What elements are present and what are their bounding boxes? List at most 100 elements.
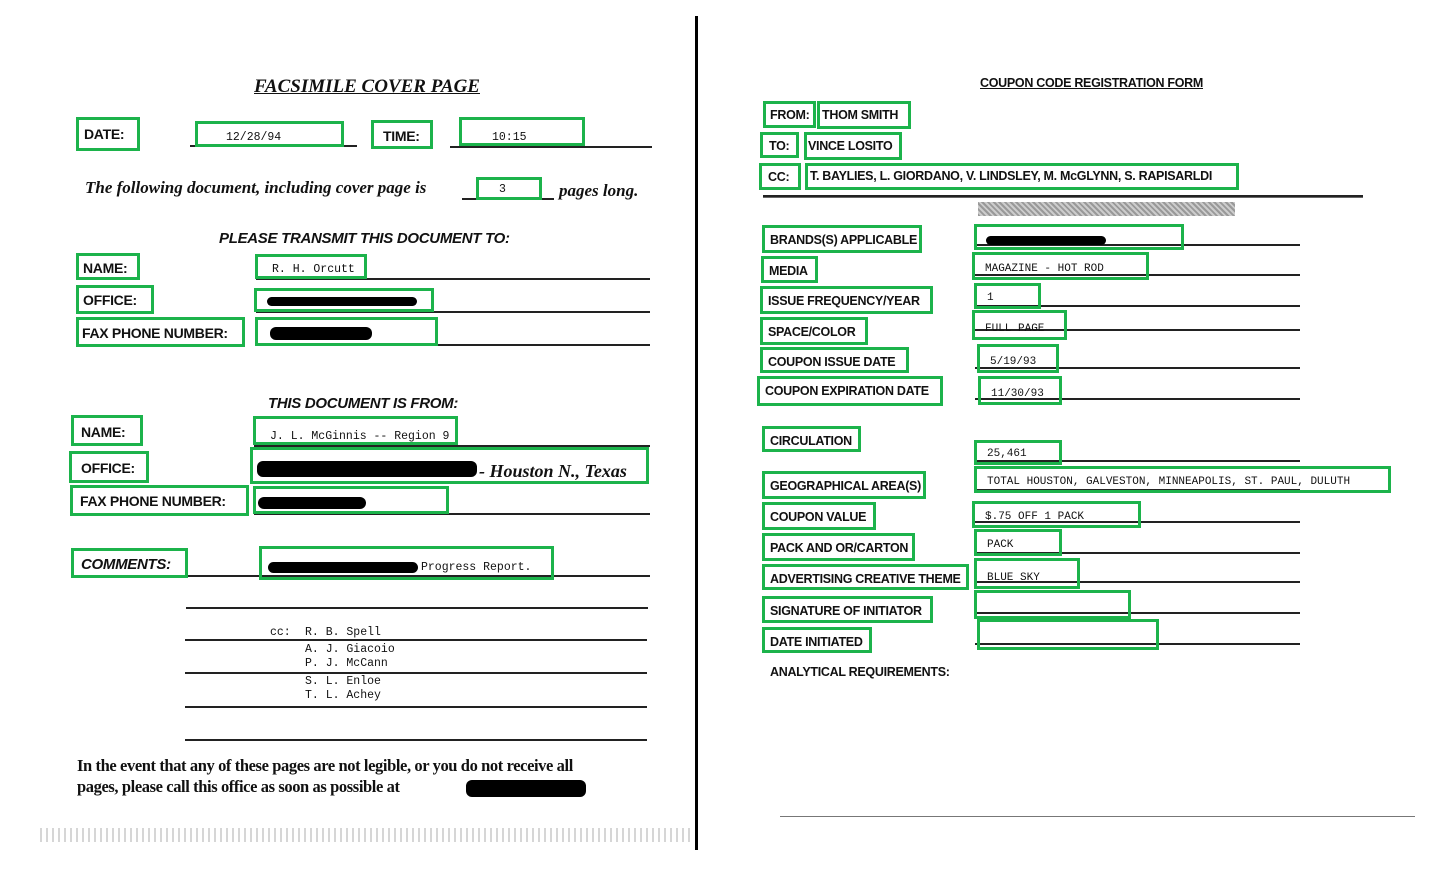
to-fax-label-box xyxy=(76,317,245,347)
cc-label: cc: xyxy=(270,626,291,639)
field-value: TOTAL HOUSTON, GALVESTON, MINNEAPOLIS, S… xyxy=(987,476,1351,488)
to-name-value-box xyxy=(255,254,367,279)
field-label: COUPON VALUE xyxy=(770,510,867,524)
pages-sentence-start: The following document, including cover … xyxy=(85,178,427,197)
field-value: 1 xyxy=(987,292,994,304)
field-label: ISSUE FREQUENCY/YEAR xyxy=(768,294,920,308)
from-fax-label: FAX PHONE NUMBER: xyxy=(80,493,226,509)
field-label: SIGNATURE OF INITIATOR xyxy=(770,604,922,618)
time-value-box xyxy=(459,117,585,146)
to-name-label-box xyxy=(76,253,140,280)
page-divider xyxy=(695,16,698,850)
field-label: BRANDS(S) APPLICABLE xyxy=(770,233,918,247)
field-underline xyxy=(975,521,1300,523)
to-name-value: R. H. Orcutt xyxy=(272,263,355,276)
time-value: 10:15 xyxy=(492,131,527,144)
field-label: PACK AND OR/CARTON xyxy=(770,541,909,555)
analytical-requirements-label: ANALYTICAL REQUIREMENTS: xyxy=(770,665,950,679)
redaction xyxy=(466,780,586,797)
cc-name: T. L. Achey xyxy=(305,689,381,702)
field-label: COUPON EXPIRATION DATE xyxy=(765,384,929,398)
date-value-box xyxy=(195,121,344,147)
field-label-box xyxy=(762,426,861,452)
field-value: 5/19/93 xyxy=(990,356,1037,368)
to-office-label-box xyxy=(76,285,154,314)
field-underline xyxy=(975,612,1300,614)
scan-noise xyxy=(40,828,690,842)
field-label-box xyxy=(760,286,933,314)
from-value-box xyxy=(817,101,911,129)
field-value-box xyxy=(974,590,1131,619)
field-value: BLUE SKY xyxy=(987,572,1040,584)
cc-name: A. J. Giacoio xyxy=(305,643,395,656)
field-value-box xyxy=(974,224,1184,250)
cc-name: R. B. Spell xyxy=(305,626,381,639)
field-value-box xyxy=(977,344,1059,373)
to-office-value-box xyxy=(254,288,434,312)
field-label-box xyxy=(760,317,868,345)
field-label: GEOGRAPHICAL AREA(S) xyxy=(770,479,921,493)
redaction xyxy=(986,236,1106,245)
from-name-label-box xyxy=(71,415,143,446)
field-label-box xyxy=(762,225,922,253)
field-underline xyxy=(975,552,1300,554)
from-value: THOM SMITH xyxy=(822,108,899,122)
field-value-box xyxy=(972,501,1141,528)
field-underline xyxy=(975,305,1300,307)
to-label: TO: xyxy=(769,139,790,153)
field-value-box xyxy=(972,310,1067,340)
footer-line-1: In the event that any of these pages are… xyxy=(77,756,573,775)
field-value: FULL PAGE xyxy=(985,323,1045,335)
comments-value-box xyxy=(259,546,554,580)
double-rule xyxy=(763,195,1363,198)
fax-title: FACSIMILE COVER PAGE xyxy=(254,76,480,97)
comments-value: Progress Report. xyxy=(421,561,532,574)
field-label: DATE INITIATED xyxy=(770,635,863,649)
field-underline xyxy=(975,643,1300,645)
field-value-box xyxy=(977,619,1159,650)
field-underline xyxy=(975,244,1300,246)
field-label-box xyxy=(762,471,926,499)
field-value: $.75 OFF 1 PACK xyxy=(985,511,1085,523)
date-value: 12/28/94 xyxy=(226,131,282,144)
field-value-box xyxy=(974,466,1391,493)
pages-value-box xyxy=(476,177,542,200)
field-label-box xyxy=(762,533,915,561)
cc-name: S. L. Enloe xyxy=(305,675,381,688)
field-label-box xyxy=(762,564,969,590)
from-heading: THIS DOCUMENT IS FROM: xyxy=(268,395,459,412)
coupon-form-title: COUPON CODE REGISTRATION FORM xyxy=(980,76,1204,90)
to-name-label: NAME: xyxy=(83,260,128,276)
redaction xyxy=(270,327,372,340)
to-office-label: OFFICE: xyxy=(83,292,137,308)
field-label-box xyxy=(760,347,909,373)
date-label: DATE: xyxy=(84,126,125,142)
cc-value: T. BAYLIES, L. GIORDANO, V. LINDSLEY, M.… xyxy=(810,169,1212,183)
field-value: PACK xyxy=(987,539,1014,551)
field-label: ADVERTISING CREATIVE THEME xyxy=(770,572,961,586)
redaction xyxy=(268,562,418,573)
field-label-box xyxy=(762,627,872,653)
shaded-band xyxy=(978,202,1235,216)
transmit-heading: PLEASE TRANSMIT THIS DOCUMENT TO: xyxy=(219,230,510,247)
from-name-value-box xyxy=(253,416,458,445)
from-name-value: J. L. McGinnis -- Region 9 xyxy=(270,430,450,443)
field-underline xyxy=(975,329,1300,331)
field-label-box xyxy=(761,256,818,283)
field-underline xyxy=(975,489,1300,491)
date-label-box xyxy=(76,117,140,151)
comments-label-box xyxy=(71,548,188,578)
from-office-value-box xyxy=(250,447,649,484)
field-label: SPACE/COLOR xyxy=(768,325,856,339)
redaction xyxy=(257,461,477,477)
from-name-label: NAME: xyxy=(81,424,126,440)
pages-value: 3 xyxy=(499,183,506,196)
field-label: COUPON ISSUE DATE xyxy=(768,355,896,369)
redaction xyxy=(267,297,417,306)
footer-line-2: pages, please call this office as soon a… xyxy=(77,777,400,796)
from-fax-label-box xyxy=(70,485,249,516)
field-underline xyxy=(975,367,1300,369)
field-underline xyxy=(975,460,1300,462)
field-value-box xyxy=(974,283,1041,309)
field-value-box xyxy=(974,529,1062,556)
